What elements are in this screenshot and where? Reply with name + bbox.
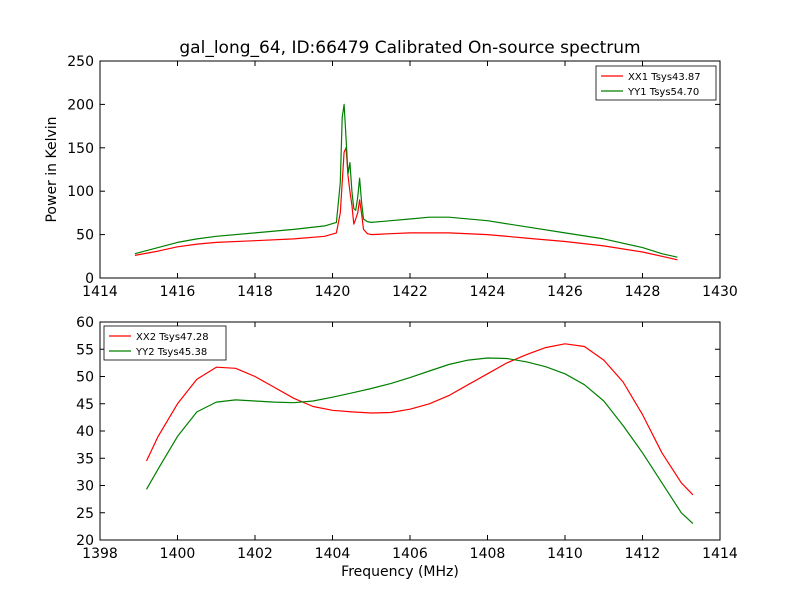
x-tick-label: 1402 <box>237 546 273 562</box>
figure-title: gal_long_64, ID:66479 Calibrated On-sour… <box>179 38 640 58</box>
y-tick-label: 25 <box>76 506 94 522</box>
x-tick-label: 1410 <box>547 546 583 562</box>
y-tick-label: 50 <box>76 370 94 386</box>
x-tick-label: 1404 <box>315 546 351 562</box>
y-tick-label: 35 <box>76 451 94 467</box>
legend-label-1: XX1 Tsys43.87 <box>628 72 701 83</box>
y-tick-label: 30 <box>76 479 94 495</box>
x-tick-label: 1428 <box>625 284 661 300</box>
x-tick-label: 1412 <box>625 546 661 562</box>
y-axis-label: Power in Kelvin <box>44 116 60 222</box>
series-line-1 <box>145 343 694 496</box>
legend-label-1: XX2 Tsys47.28 <box>136 332 209 343</box>
series-line-2 <box>145 357 694 525</box>
y-tick-label: 200 <box>67 97 94 113</box>
x-tick-label: 1426 <box>547 284 583 300</box>
y-tick-label: 150 <box>67 141 94 157</box>
legend-box <box>595 65 717 101</box>
x-tick-label: 1406 <box>392 546 428 562</box>
y-tick-label: 50 <box>76 228 94 244</box>
y-tick-label: 60 <box>76 315 94 331</box>
y-tick-label: 20 <box>76 533 94 549</box>
y-tick-label: 0 <box>85 271 94 287</box>
x-tick-label: 1398 <box>82 546 118 562</box>
x-tick-label: 1424 <box>470 284 506 300</box>
y-tick-label: 250 <box>67 54 94 70</box>
x-tick-label: 1420 <box>315 284 351 300</box>
legend-box <box>103 325 227 361</box>
y-tick-label: 40 <box>76 424 94 440</box>
x-tick-label: 1416 <box>160 284 196 300</box>
y-tick-label: 55 <box>76 342 94 358</box>
series-line-2 <box>134 103 678 258</box>
x-tick-label: 1418 <box>237 284 273 300</box>
top-spectrum-panel: 1414 1416 1418 1420 1422 1424 1426 1428 1430 0 50 1… <box>44 54 738 300</box>
y-tick-label: 100 <box>67 184 94 200</box>
x-axis-label: Frequency (MHz) <box>341 564 459 580</box>
x-tick-label: 1422 <box>392 284 428 300</box>
series-line-1 <box>134 147 678 261</box>
x-tick-label: 1430 <box>702 284 738 300</box>
legend-label-2: YY2 Tsys45.38 <box>135 347 207 358</box>
x-tick-label: 1408 <box>470 546 506 562</box>
y-tick-label: 45 <box>76 397 94 413</box>
bottom-spectrum-panel: 1398 1400 1402 1404 1406 1408 1410 1412 1414 20 25… <box>76 315 738 580</box>
x-tick-label: 1400 <box>160 546 196 562</box>
x-tick-label: 1414 <box>702 546 738 562</box>
x-tick-label: 1414 <box>82 284 118 300</box>
legend-label-2: YY1 Tsys54.70 <box>627 87 699 98</box>
